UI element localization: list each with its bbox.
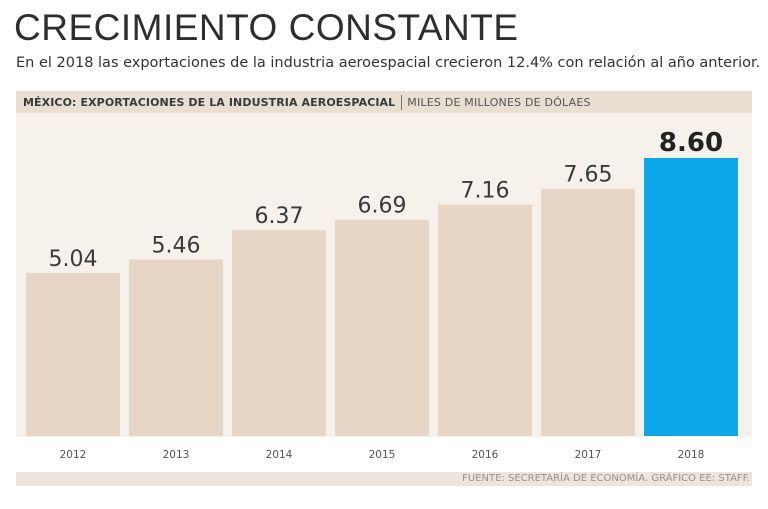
bar-2013: [129, 259, 223, 436]
chart-header-title: MÉXICO: EXPORTACIONES DE LA INDUSTRIA AE…: [23, 95, 396, 109]
x-tick-2013: 2013: [163, 449, 190, 461]
page-title: CRECIMIENTO CONSTANTE: [14, 7, 519, 48]
chart-subtitle: En el 2018 las exportaciones de la indus…: [16, 55, 761, 71]
value-label-2018: 8.60: [659, 128, 723, 158]
x-tick-2017: 2017: [575, 449, 602, 461]
bar-2015: [335, 219, 429, 436]
x-tick-2016: 2016: [472, 449, 499, 461]
bar-2012: [26, 273, 120, 436]
chart-unit-label: MILES DE MILLONES DE DÓLAES: [407, 95, 591, 109]
chart-header-band: MÉXICO: EXPORTACIONES DE LA INDUSTRIA AE…: [16, 91, 752, 113]
value-label-2017: 7.65: [564, 163, 613, 188]
value-label-2013: 5.46: [152, 234, 201, 259]
x-tick-2012: 2012: [60, 449, 87, 461]
value-label-2012: 5.04: [49, 247, 98, 272]
bar-2016: [438, 204, 532, 436]
x-tick-2018: 2018: [678, 449, 705, 461]
footer-band: [16, 472, 752, 486]
value-label-2016: 7.16: [461, 179, 510, 204]
header-divider: [401, 94, 403, 110]
bar-2018: [644, 158, 738, 436]
value-label-2015: 6.69: [358, 194, 407, 219]
source-note: FUENTE: SECRETARÍA DE ECONOMÍA. GRÁFICO …: [462, 473, 750, 484]
bar-2014: [232, 230, 326, 436]
bar-2017: [541, 188, 635, 436]
value-label-2014: 6.37: [255, 204, 304, 229]
x-tick-2014: 2014: [266, 449, 293, 461]
x-tick-2015: 2015: [369, 449, 396, 461]
